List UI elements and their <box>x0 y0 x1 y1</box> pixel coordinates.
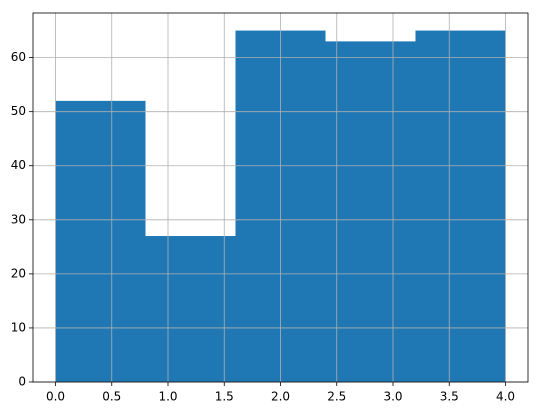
bar <box>325 41 416 383</box>
x-tick-label: 2.0 <box>271 390 290 404</box>
y-tick-label: 30 <box>11 212 26 226</box>
x-tick-label: 1.5 <box>215 390 234 404</box>
x-tick-label: 0.0 <box>46 390 65 404</box>
y-tick-label: 10 <box>11 320 26 334</box>
x-tick-label: 3.5 <box>440 390 459 404</box>
y-tick-label: 60 <box>11 50 26 64</box>
y-tick-label: 40 <box>11 158 26 172</box>
x-tick-label: 3.0 <box>383 390 402 404</box>
x-tick-label: 1.0 <box>158 390 177 404</box>
bar <box>55 100 146 382</box>
x-tick-label: 2.5 <box>327 390 346 404</box>
plot-frame <box>32 12 529 383</box>
bar <box>145 236 236 382</box>
y-tick-label: 0 <box>18 375 26 389</box>
y-tick-label: 20 <box>11 266 26 280</box>
x-tick-label: 4.0 <box>496 390 515 404</box>
y-tick-label: 50 <box>11 104 26 118</box>
bar <box>415 30 506 382</box>
x-tick-label: 0.5 <box>102 390 121 404</box>
